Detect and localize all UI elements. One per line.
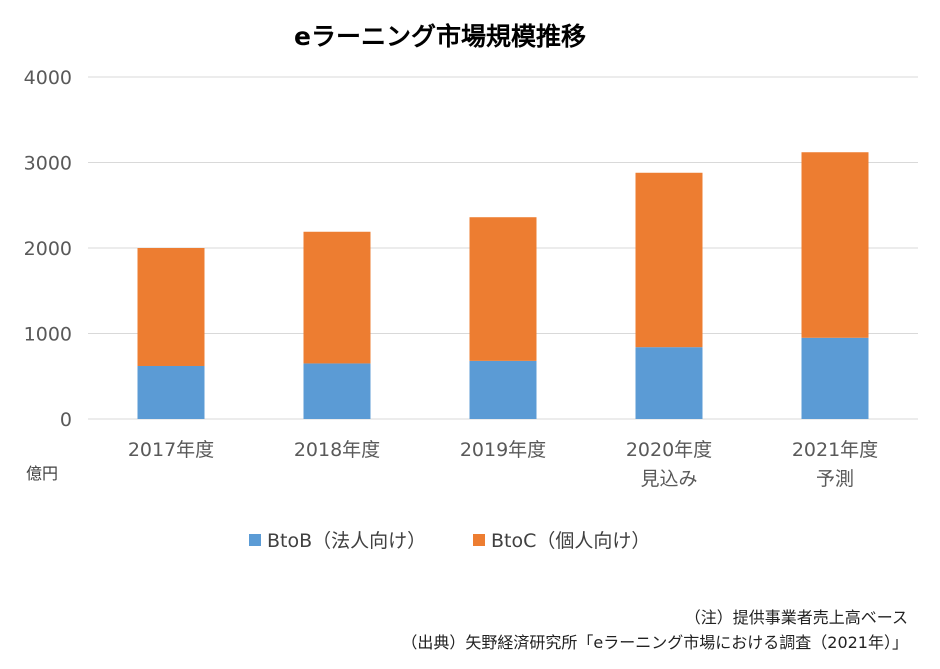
- legend-swatch-btob: [249, 534, 261, 546]
- legend-label-btob: BtoB（法人向け）: [267, 530, 426, 552]
- bar-btob-5: [801, 337, 869, 419]
- y-axis-labels: 0 1000 2000 3000 4000: [24, 67, 72, 431]
- y-tick-label: 4000: [24, 67, 72, 89]
- x-tick-label: 2019年度: [460, 439, 546, 461]
- y-tick-label: 1000: [24, 324, 72, 346]
- x-tick-label: 見込み: [640, 468, 697, 490]
- bar-btoc-4: [635, 172, 703, 348]
- bar-btob-1: [137, 365, 205, 419]
- source-note: （注）提供事業者売上高ベース: [685, 608, 908, 627]
- x-tick-label: 2017年度: [128, 439, 214, 461]
- source-notes: （注）提供事業者売上高ベース （出典）矢野経済研究所「eラーニング市場における調査…: [401, 608, 908, 652]
- bar-btoc-3: [469, 217, 537, 361]
- x-tick-label: 2018年度: [294, 439, 380, 461]
- y-tick-label: 0: [60, 409, 72, 431]
- bars: [137, 152, 869, 419]
- bar-btob-3: [469, 360, 537, 419]
- y-tick-label: 2000: [24, 238, 72, 260]
- x-tick-label: 2020年度: [626, 439, 712, 461]
- bar-btob-4: [635, 347, 703, 419]
- legend: BtoB（法人向け） BtoC（個人向け）: [249, 530, 650, 552]
- x-tick-label: 予測: [816, 468, 854, 490]
- bar-btoc-5: [801, 152, 869, 338]
- source-note: （出典）矢野経済研究所「eラーニング市場における調査（2021年）」: [401, 633, 908, 652]
- x-tick-label: 2021年度: [792, 439, 878, 461]
- legend-label-btoc: BtoC（個人向け）: [491, 530, 650, 552]
- unit-label: 億円: [26, 464, 58, 483]
- legend-swatch-btoc: [473, 534, 485, 546]
- bar-btoc-1: [137, 248, 205, 366]
- bar-btoc-2: [303, 231, 371, 364]
- y-tick-label: 3000: [24, 153, 72, 175]
- bar-btob-2: [303, 363, 371, 419]
- chart-title: eラーニング市場規模推移: [294, 22, 586, 51]
